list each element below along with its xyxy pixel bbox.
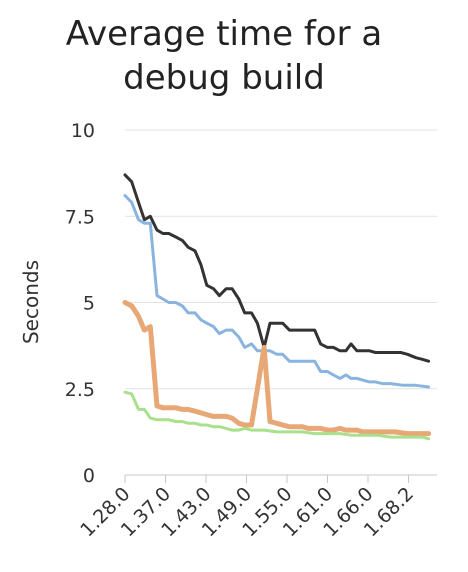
y-tick-label: 2.5: [65, 379, 95, 401]
series-lines: [122, 173, 432, 441]
y-axis-label: Seconds: [19, 260, 43, 344]
series-line-1: [123, 173, 431, 363]
series-line-2: [123, 194, 431, 389]
x-axis-ticks: 1.28.01.37.01.43.01.49.01.55.01.61.01.66…: [76, 475, 418, 541]
y-axis-ticks: 0 2.5 5 7.5 10: [65, 120, 95, 487]
chart-title-line-2: debug build: [123, 58, 325, 98]
y-tick-label: 5: [83, 293, 95, 315]
y-tick-label: 10: [71, 120, 95, 142]
chart-title: Average time for a debug build: [0, 12, 448, 100]
series-line-4: [123, 390, 431, 441]
series-line-3: [122, 300, 432, 437]
chart-title-line-1: Average time for a: [65, 14, 383, 54]
y-tick-label: 7.5: [65, 206, 95, 228]
grid-lines: [125, 129, 437, 476]
y-tick-label: 0: [83, 465, 95, 487]
